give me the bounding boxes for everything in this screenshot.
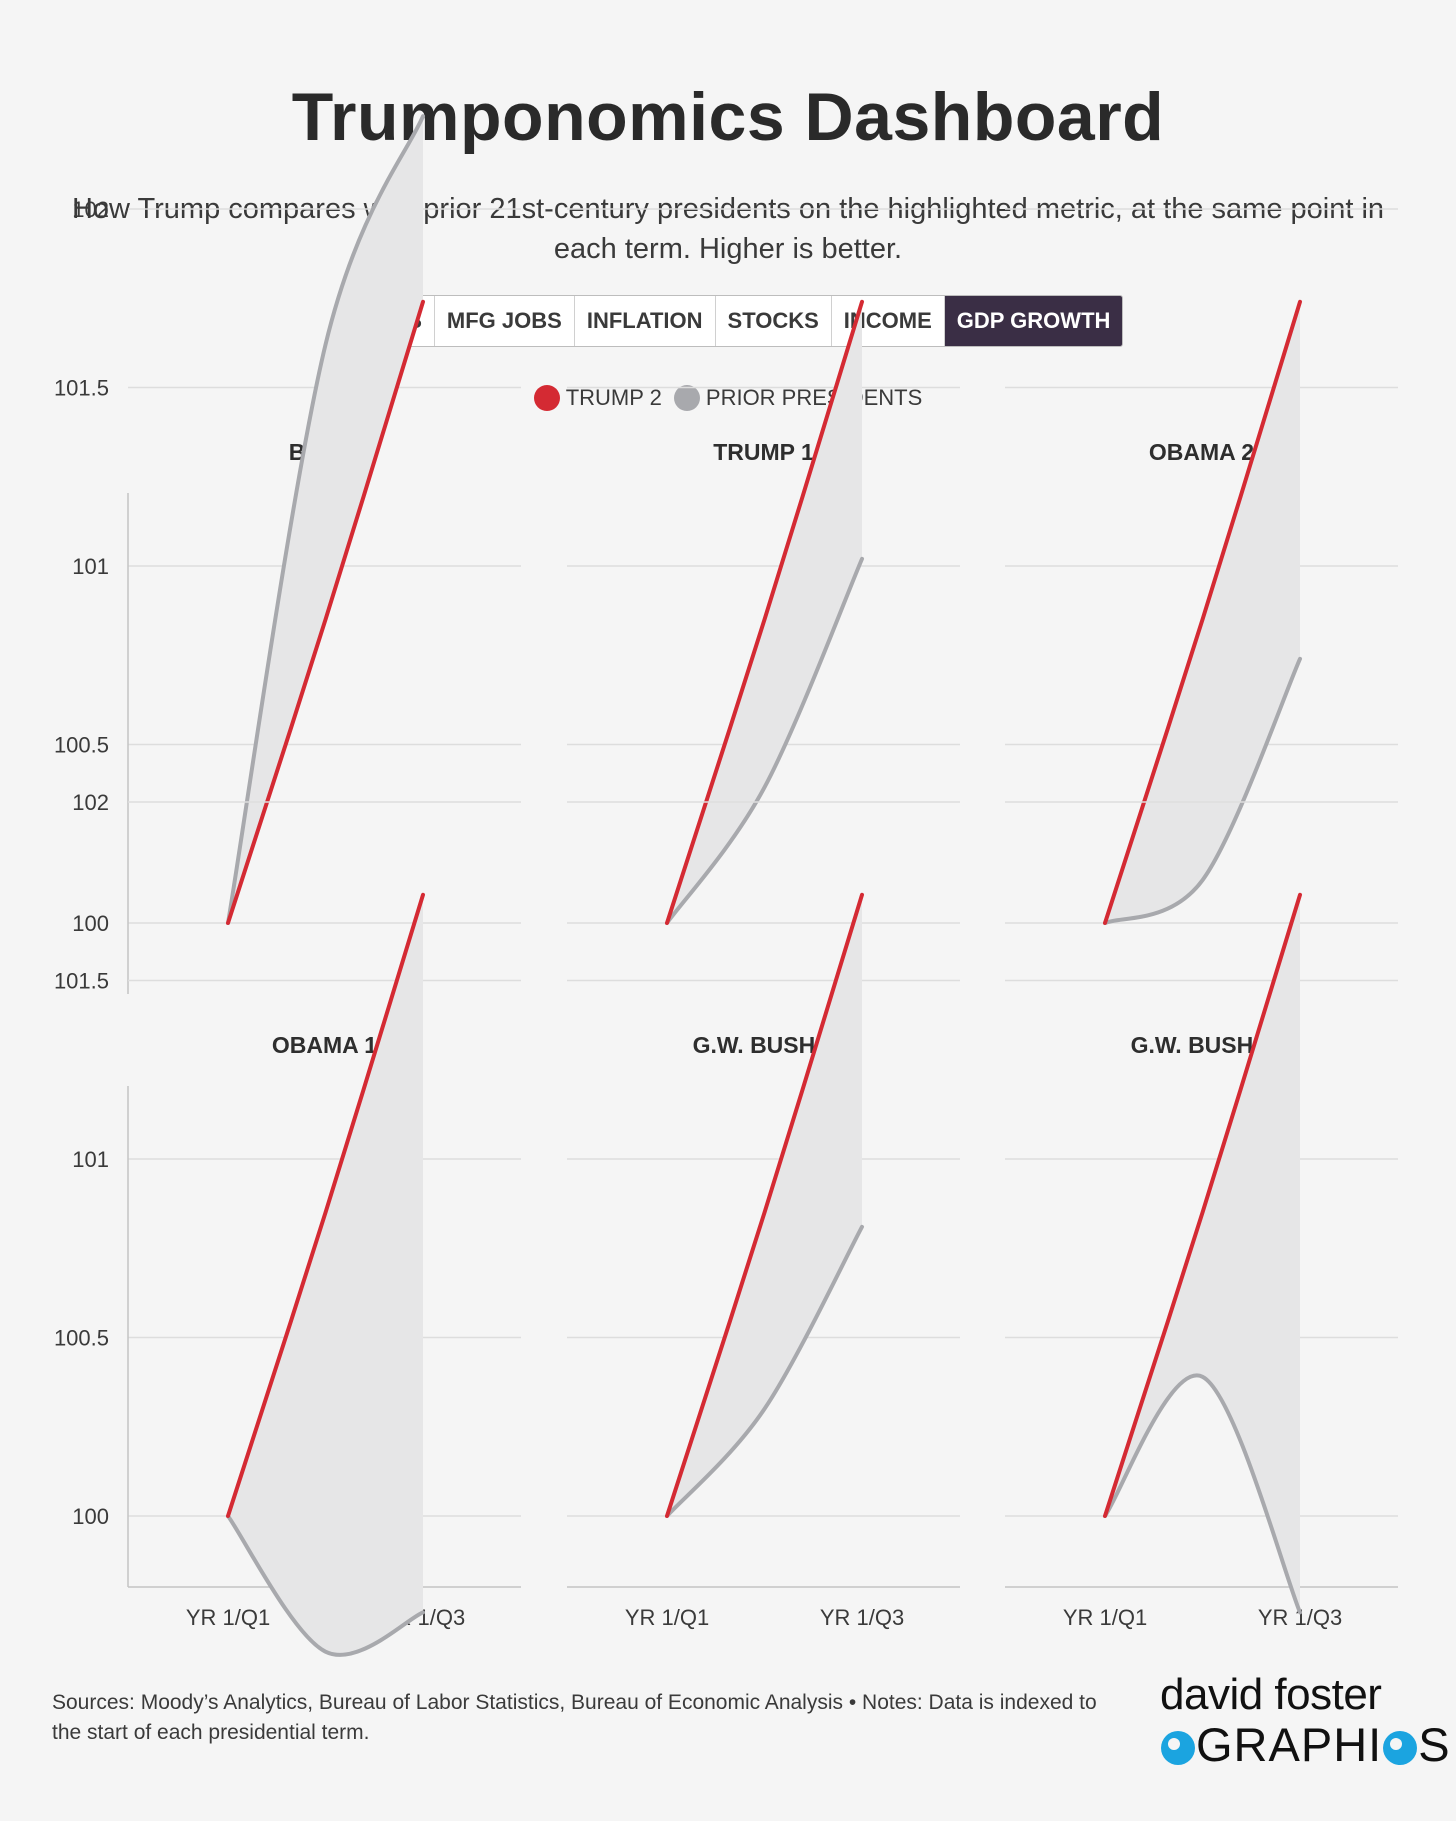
panel-title: G.W. BUSH 1: [1131, 1032, 1273, 1058]
difference-band: [1105, 894, 1300, 1613]
legend-label-prior: PRIOR PRESIDENTS: [705, 385, 923, 410]
x-tick-label: YR 1/Q1: [186, 1605, 270, 1630]
prior-president-line: [1103, 1373, 1302, 1615]
y-tick-label: 100.5: [54, 733, 109, 758]
trump2-line: [226, 892, 425, 1518]
logo-wordmark-s: S: [1418, 1718, 1451, 1771]
difference-band: [667, 301, 862, 923]
y-tick-label: 100: [72, 911, 109, 936]
tab-mfg-jobs[interactable]: MFG JOBS: [435, 296, 575, 346]
prior-president-line: [226, 114, 425, 925]
x-tick-label: YR 1/Q1: [625, 1605, 709, 1630]
trump2-line: [226, 299, 425, 925]
trump2-line: [1103, 299, 1302, 925]
panel-title: G.W. BUSH 2: [693, 1032, 835, 1058]
chart-legend: TRUMP 2 PRIOR PRESIDENTS: [0, 385, 1456, 411]
difference-band: [228, 894, 423, 1655]
trump2-line: [665, 299, 864, 925]
y-tick-label: 102: [72, 790, 109, 815]
tab-gdp-growth[interactable]: GDP GROWTH: [944, 296, 1123, 346]
prior-president-line: [665, 1224, 864, 1518]
x-tick-label: YR 1/Q3: [820, 1605, 904, 1630]
logo-circle-icon: [1383, 1731, 1418, 1765]
prior-president-line: [1103, 656, 1302, 925]
difference-band: [1105, 301, 1300, 923]
panel-g-w-bush-1: G.W. BUSH 1YR 1/Q1 YR 1/Q3: [1005, 801, 1398, 1630]
panel-obama-2: OBAMA 2: [1005, 208, 1398, 925]
tab-stocks[interactable]: STOCKS: [716, 296, 832, 346]
logo-wordmark-graphi: GRAPHI: [1196, 1718, 1383, 1771]
trump2-line: [665, 892, 864, 1518]
y-tick-label: 101: [72, 554, 109, 579]
panel-title: OBAMA 1: [272, 1032, 377, 1058]
x-tick-label: YR 1/Q1: [1063, 1605, 1147, 1630]
y-tick-label: 100.5: [54, 1326, 109, 1351]
y-tick-label: 101.5: [54, 376, 109, 401]
logo-circle-icon: [1161, 1731, 1195, 1765]
panel-title: OBAMA 2: [1149, 439, 1254, 465]
legend-item-prior: PRIOR PRESIDENTS: [673, 385, 923, 411]
trump2-line: [1103, 892, 1302, 1518]
y-tick-label: 102: [72, 197, 109, 222]
legend-label-trump2: TRUMP 2: [565, 385, 662, 410]
logo-wordmark-bottom: GRAPHI S: [1160, 1718, 1451, 1772]
page-title: Trumponomics Dashboard: [291, 79, 1165, 155]
legend-swatch-trump2: [533, 385, 560, 411]
tab-inflation[interactable]: INFLATION: [575, 296, 716, 346]
difference-band: [228, 116, 423, 924]
sources-note: Sources: Moody’s Analytics, Bureau of La…: [52, 1691, 1097, 1744]
logo-wordmark-top: david foster: [1160, 1670, 1382, 1719]
david-foster-graphics-logo: david foster GRAPHI S: [1160, 1670, 1450, 1780]
metric-tabs: JOBS MFG JOBS INFLATION STOCKS INCOME GD…: [349, 295, 1124, 347]
prior-president-line: [226, 1514, 425, 1657]
panel-title: TRUMP 1: [713, 439, 814, 465]
y-tick-label: 100: [72, 1504, 109, 1529]
prior-president-line: [665, 556, 864, 925]
legend-item-trump2: TRUMP 2: [533, 385, 662, 411]
legend-swatch-prior: [673, 385, 700, 411]
panel-g-w-bush-2: G.W. BUSH 2 YR 1/Q1 YR 1/Q3: [567, 801, 960, 1630]
difference-band: [667, 894, 862, 1516]
y-tick-label: 101.5: [54, 969, 109, 994]
y-tick-label: 101: [72, 1147, 109, 1172]
panel-trump-1: TRUMP 1: [567, 208, 960, 925]
